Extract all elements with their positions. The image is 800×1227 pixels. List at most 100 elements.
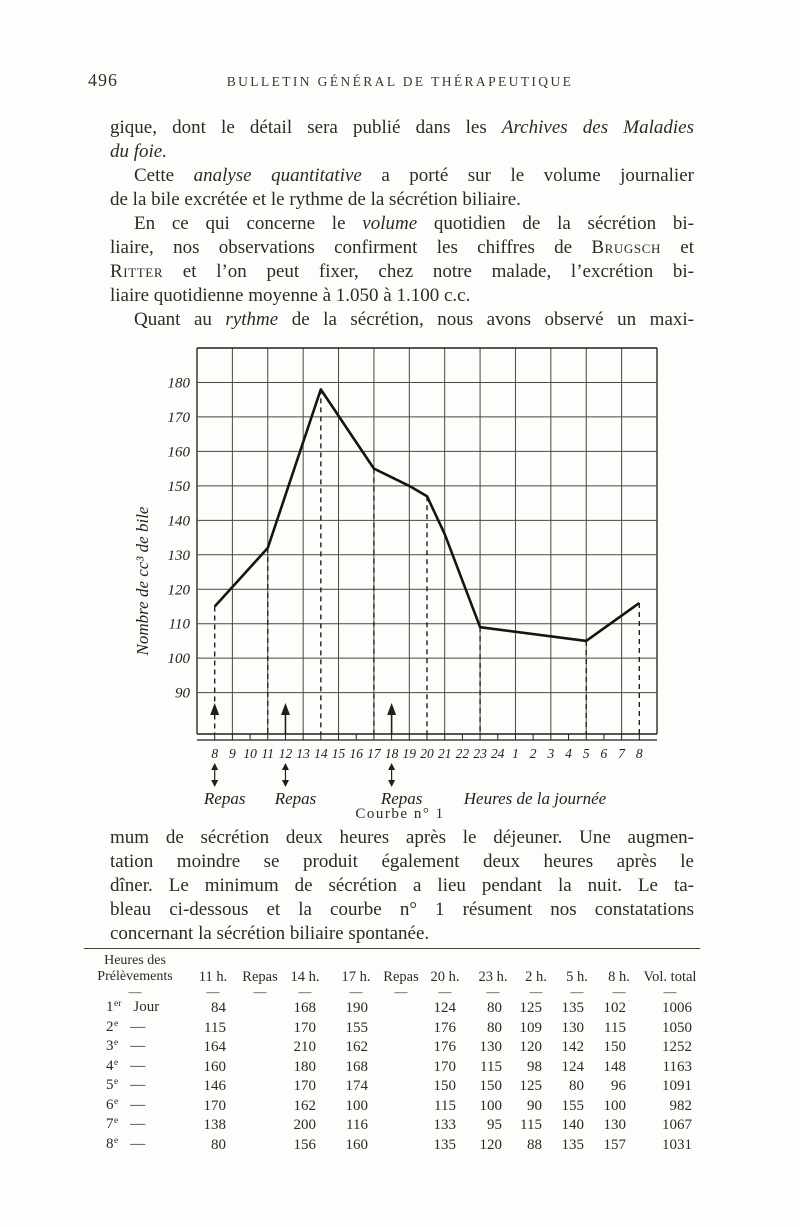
value-cell: 100 <box>345 1097 369 1114</box>
text-segment: liaire quotidienne moyenne à 1.050 à 1.1… <box>110 285 471 306</box>
meal-pointer-up <box>281 763 289 770</box>
empty-cell <box>382 1116 420 1136</box>
header-rule-dash: — <box>486 984 500 999</box>
text-line: tation moindre se produit également deux… <box>110 850 694 874</box>
text-line: liaire quotidienne moyenne à 1.050 à 1.1… <box>110 284 694 308</box>
table-row: 7e — 138 200 116 133 95 115 140 130 1067 <box>84 1116 700 1136</box>
y-tick-label: 140 <box>168 513 191 529</box>
value-cell: 160 <box>203 1058 227 1075</box>
value-cell: 124 <box>433 1000 457 1016</box>
table-row: 4e — 160 180 168 170 115 98 124 148 1163 <box>84 1058 700 1078</box>
value-cell: 170 <box>203 1097 227 1114</box>
header-rule-dash: — <box>253 984 267 999</box>
text-line: de la bile excrétée et le rythme de la s… <box>110 188 694 212</box>
text-segment: Cette <box>134 165 194 186</box>
x-tick-label: 9 <box>229 746 236 761</box>
table-column-header: 23 h. <box>478 969 508 985</box>
value-cell: 170 <box>293 1078 317 1094</box>
value-cell: 1006 <box>662 1000 692 1016</box>
table-column-header: 14 h. <box>290 969 320 985</box>
value-cell: 133 <box>433 1117 457 1133</box>
value-cell: 168 <box>293 1000 317 1016</box>
chart-caption: Courbe n° 1 <box>355 806 445 822</box>
text-line: du foie. <box>110 140 694 164</box>
value-cell: 130 <box>603 1117 627 1133</box>
x-tick-label: 17 <box>367 746 382 761</box>
x-tick-label: 13 <box>296 746 310 761</box>
header-rule-dash: — <box>529 984 543 999</box>
text-line: bleau ci-dessous et la courbe n° 1 résum… <box>110 898 694 922</box>
value-cell: 170 <box>433 1058 457 1075</box>
value-cell: 115 <box>604 1019 626 1036</box>
x-tick-label: 7 <box>618 746 626 761</box>
text-segment: et l’on peut fixer, chez notre malade, l… <box>163 261 694 282</box>
meal-arrow <box>210 703 220 715</box>
value-cell: 80 <box>569 1078 584 1094</box>
bile-secretion-chart: 90 100 110 120 130 140 150 160 170 180 Nombre de c… <box>130 346 670 823</box>
day-label: 1er Jour <box>106 999 160 1015</box>
value-cell: 135 <box>561 1136 585 1153</box>
smallcaps-name: Brugsch <box>591 237 661 258</box>
value-cell: 125 <box>519 1000 543 1016</box>
meal-pointer-down <box>388 780 396 787</box>
text-line: concernant la sécrétion biliaire spontan… <box>110 922 694 946</box>
value-cell: 180 <box>293 1058 317 1075</box>
text-line: Ritter et l’on peut fixer, chez notre ma… <box>110 260 694 284</box>
header-rule-dash: — <box>298 984 312 999</box>
header-rule-dash: — <box>128 984 142 999</box>
value-cell: 102 <box>603 1000 627 1016</box>
value-cell: 1031 <box>662 1136 692 1153</box>
x-tick-label: 2 <box>530 746 537 761</box>
value-cell: 130 <box>561 1019 585 1036</box>
y-tick-label: 150 <box>168 479 191 495</box>
x-tick-label: 21 <box>438 746 452 761</box>
day-label: 7e — <box>106 1116 146 1132</box>
value-cell: 162 <box>293 1097 317 1114</box>
x-tick-label: 10 <box>243 746 257 761</box>
value-cell: 115 <box>204 1019 226 1036</box>
empty-cell <box>240 999 280 1019</box>
meal-pointer-down <box>281 780 289 787</box>
table-column-header: Repas <box>242 969 278 985</box>
value-cell: 1050 <box>662 1019 692 1036</box>
italic-text: Archives des Maladies <box>501 117 694 138</box>
value-cell: 109 <box>519 1019 543 1036</box>
header-rule-dash: — <box>663 984 677 999</box>
value-cell: 174 <box>345 1078 369 1094</box>
meal-pointer-up <box>211 763 219 770</box>
value-cell: 210 <box>293 1039 317 1055</box>
value-cell: 157 <box>603 1136 627 1153</box>
day-label: 5e — <box>106 1077 146 1093</box>
table-column-header: 11 h. <box>198 969 228 985</box>
secretion-table: Heures des Prélèvements 11 h. Repas 14 h. 17 … <box>84 948 700 1155</box>
value-cell: 135 <box>433 1136 457 1153</box>
meal-arrow <box>387 703 397 715</box>
y-tick-label: 180 <box>168 375 191 391</box>
x-tick-label: 18 <box>385 746 399 761</box>
y-tick-label: 110 <box>169 617 191 633</box>
table-row: 2e — 115 170 155 176 80 109 130 115 1050 <box>84 1019 700 1039</box>
empty-cell <box>382 1097 420 1117</box>
x-tick-label: 22 <box>456 746 470 761</box>
text-segment: Quant au <box>134 309 226 330</box>
x-tick-label: 5 <box>583 746 590 761</box>
value-cell: 150 <box>603 1039 627 1055</box>
value-cell: 150 <box>433 1078 457 1094</box>
empty-cell <box>382 1038 420 1058</box>
text-line: gique, dont le détail sera publié dans l… <box>110 116 694 140</box>
meal-pointer-up <box>388 763 396 770</box>
value-cell: 115 <box>434 1097 456 1114</box>
day-label: 6e — <box>106 1096 146 1113</box>
y-tick-label: 130 <box>168 548 191 564</box>
body-text-upper: gique, dont le détail sera publié dans l… <box>110 116 694 332</box>
table-row: 5e — 146 170 174 150 150 125 80 96 1091 <box>84 1077 700 1097</box>
empty-cell <box>382 1058 420 1078</box>
value-cell: 176 <box>433 1039 457 1055</box>
value-cell: 100 <box>479 1097 503 1114</box>
header-rule-dash: — <box>206 984 220 999</box>
value-cell: 170 <box>293 1019 317 1036</box>
value-cell: 164 <box>203 1039 227 1055</box>
value-cell: 115 <box>520 1117 542 1133</box>
value-cell: 115 <box>480 1058 502 1075</box>
day-label: 2e — <box>106 1018 146 1035</box>
